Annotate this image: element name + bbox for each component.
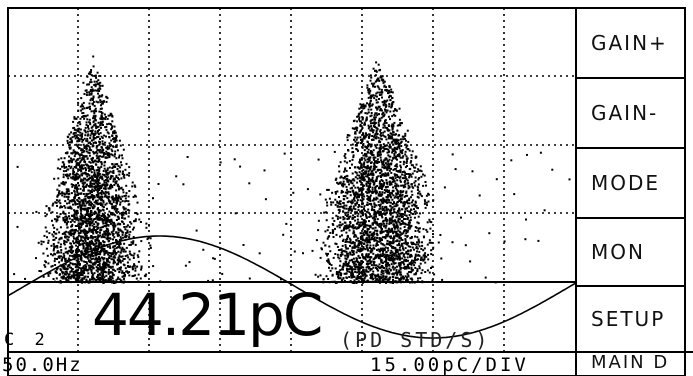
main-display-button[interactable]: MAIN D (591, 352, 670, 373)
mode-button[interactable]: MODE (591, 171, 661, 195)
gain-minus-button[interactable]: GAIN- (591, 101, 659, 125)
pd-pulse-scatter (13, 55, 571, 284)
frequency-label: 50.0Hz (2, 354, 83, 376)
measurement-mode-label: (PD STD/S) (340, 328, 491, 352)
screen-frame (7, 7, 686, 376)
setup-button[interactable]: SETUP (591, 307, 666, 331)
charge-readout: 44.21pC (92, 281, 323, 349)
mon-button[interactable]: MON (591, 240, 645, 264)
channel-label: C 2 (4, 330, 50, 350)
reference-sine-wave (7, 235, 576, 339)
gain-plus-button[interactable]: GAIN+ (591, 31, 668, 55)
scale-per-division-label: 15.00pC/DIV (370, 354, 529, 376)
